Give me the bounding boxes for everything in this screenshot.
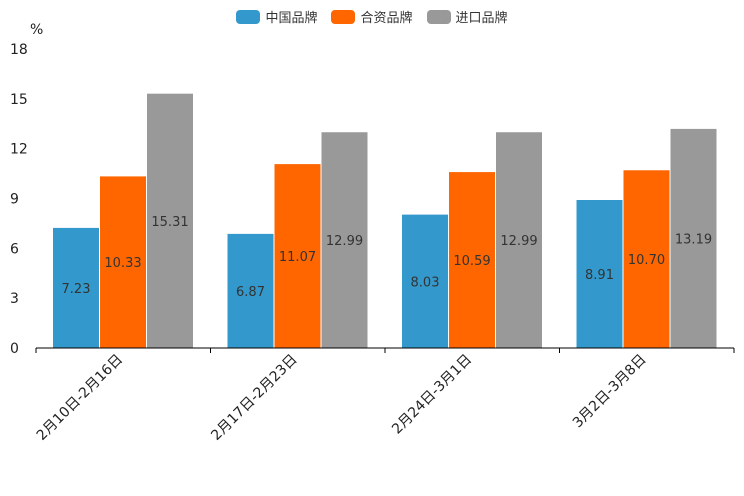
y-tick-label-0: 0 xyxy=(10,341,19,357)
data-label-1-1: 7.23 xyxy=(62,282,91,297)
data-label-1-2: 6.87 xyxy=(236,285,265,300)
legend-item-joint-venture-brand[interactable]: 合资品牌 xyxy=(331,7,413,26)
bar-2-4 xyxy=(623,170,670,348)
data-label-3-4: 13.19 xyxy=(675,232,712,247)
bar-1-4 xyxy=(576,199,623,348)
bar-2-1 xyxy=(100,176,146,348)
x-tick-label-1: 2月10日-2月16日 xyxy=(34,352,126,444)
y-axis-unit-label: % xyxy=(30,22,43,38)
y-tick-label-9: 9 xyxy=(10,192,19,208)
bar-1-3 xyxy=(402,214,448,348)
legend-item-china-brand[interactable]: 中国品牌 xyxy=(236,7,317,26)
data-label-3-2: 12.99 xyxy=(326,234,363,249)
data-label-2-3: 10.59 xyxy=(453,254,490,269)
data-label-1-4: 8.91 xyxy=(585,268,614,283)
legend-swatch-china-brand xyxy=(236,9,261,24)
bar-1-1 xyxy=(53,227,99,348)
legend-label-joint-venture-brand: 合资品牌 xyxy=(360,11,413,26)
x-tick-label-4: 3月2日-3月8日 xyxy=(570,352,650,432)
y-tick-label-3: 3 xyxy=(10,291,19,307)
bar-2-2 xyxy=(274,164,321,348)
bars: 7.23 10.33 15.31 6.87 11.07 12.99 8.03 10.59 12.… xyxy=(53,93,717,348)
legend: 中国品牌 合资品牌 进口品牌 xyxy=(0,7,744,26)
x-axis xyxy=(35,347,735,353)
y-tick-label-6: 6 xyxy=(10,241,19,257)
y-tick-label-18: 18 xyxy=(10,42,28,58)
data-label-3-3: 12.99 xyxy=(500,234,537,249)
x-tick-label-2: 2月17日-2月23日 xyxy=(208,352,300,444)
legend-label-import-brand: 进口品牌 xyxy=(455,11,508,26)
legend-swatch-import-brand xyxy=(426,9,451,24)
bar-3-1 xyxy=(147,93,193,348)
bar-3-2 xyxy=(321,132,368,348)
legend-label-china-brand: 中国品牌 xyxy=(265,11,318,26)
x-axis-tick-labels: 2月10日-2月16日 2月17日-2月23日 2月24日-3月1日 3月2日-3月8… xyxy=(34,352,650,444)
data-label-1-3: 8.03 xyxy=(411,275,440,290)
bar-3-3 xyxy=(496,132,542,348)
bar-2-3 xyxy=(449,172,495,348)
data-label-2-1: 10.33 xyxy=(104,256,141,271)
legend-swatch-joint-venture-brand xyxy=(331,9,356,24)
x-tick-label-3: 2月24日-3月1日 xyxy=(389,352,475,438)
bar-3-4 xyxy=(670,128,717,348)
y-axis-ticks: 0 3 6 9 12 15 18 xyxy=(10,42,28,357)
y-tick-label-12: 12 xyxy=(10,142,28,158)
y-tick-label-15: 15 xyxy=(10,92,28,108)
data-label-2-4: 10.70 xyxy=(628,253,665,268)
data-label-3-1: 15.31 xyxy=(151,215,188,230)
data-label-2-2: 11.07 xyxy=(279,250,316,265)
legend-item-import-brand[interactable]: 进口品牌 xyxy=(426,7,508,26)
bar-1-2 xyxy=(227,233,274,348)
